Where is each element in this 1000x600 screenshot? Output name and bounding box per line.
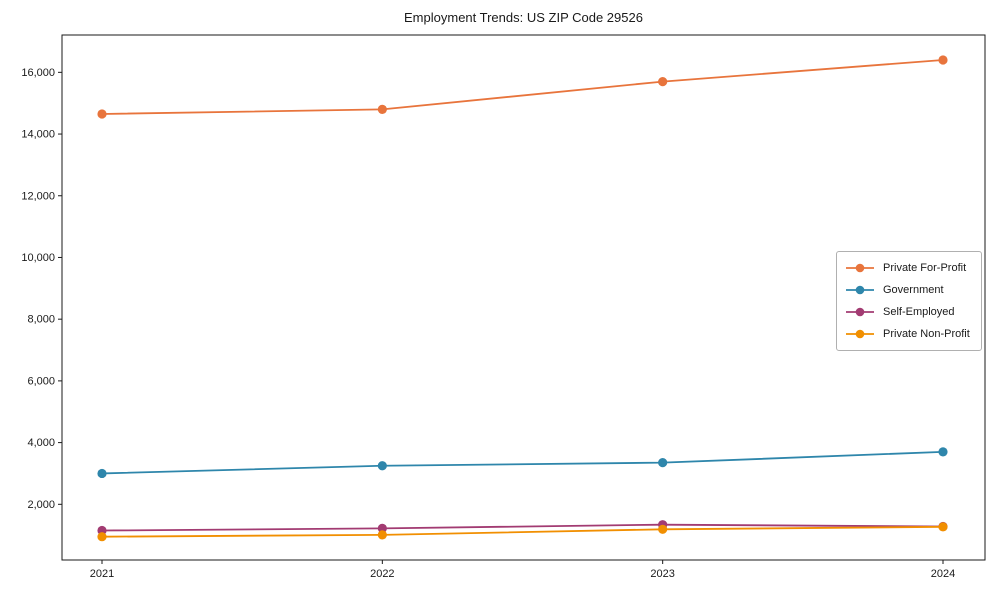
legend-label-private-for-profit: Private For-Profit xyxy=(883,262,967,274)
series-marker-private-non-profit xyxy=(97,532,107,542)
y-tick-label: 4,000 xyxy=(27,437,55,449)
legend-label-self-employed: Self-Employed xyxy=(883,306,955,318)
y-tick-label: 10,000 xyxy=(21,252,55,264)
y-tick-label: 8,000 xyxy=(27,314,55,326)
x-tick-label: 2021 xyxy=(90,568,114,580)
legend-item-government: Government xyxy=(845,279,973,301)
series-marker-self-employed xyxy=(377,523,387,533)
legend-item-private-non-profit: Private Non-Profit xyxy=(845,323,973,345)
y-tick-label: 12,000 xyxy=(21,190,55,202)
y-tick-label: 14,000 xyxy=(21,129,55,141)
y-tick-label: 2,000 xyxy=(27,499,55,511)
series-marker-private-non-profit xyxy=(658,524,668,534)
series-marker-private-for-profit xyxy=(938,55,948,65)
chart-title: Employment Trends: US ZIP Code 29526 xyxy=(404,10,643,25)
series-marker-private-non-profit xyxy=(377,530,387,540)
series-marker-government xyxy=(938,447,948,457)
legend-swatch-government xyxy=(846,285,874,295)
series-marker-government xyxy=(97,468,107,479)
series-marker-private-for-profit xyxy=(377,104,387,114)
series-marker-private-for-profit xyxy=(658,76,668,87)
legend-swatch-private-for-profit xyxy=(846,263,874,273)
x-tick-label: 2022 xyxy=(370,568,394,580)
y-tick-label: 16,000 xyxy=(21,67,55,79)
legend-item-private-for-profit: Private For-Profit xyxy=(845,257,973,279)
series-line-government xyxy=(101,450,944,475)
legend: Private For-Profit Government Self-Employe… xyxy=(836,251,982,351)
series-marker-government xyxy=(377,461,387,471)
y-tick-label: 6,000 xyxy=(27,375,55,387)
legend-label-government: Government xyxy=(883,284,944,296)
legend-item-self-employed: Self-Employed xyxy=(845,301,973,323)
series-marker-government xyxy=(658,458,668,468)
x-tick-label: 2023 xyxy=(650,568,674,580)
legend-label-private-non-profit: Private Non-Profit xyxy=(883,328,970,340)
x-tick-label: 2024 xyxy=(931,568,955,580)
series-line-private-for-profit xyxy=(101,59,944,115)
legend-swatch-private-non-profit xyxy=(846,329,874,339)
legend-swatch-self-employed xyxy=(846,307,874,317)
series-marker-private-for-profit xyxy=(97,109,107,119)
series-marker-private-non-profit xyxy=(938,522,948,532)
series-line-self-employed xyxy=(101,523,944,532)
series-line-private-non-profit xyxy=(101,525,944,538)
axes-frame xyxy=(61,34,986,561)
